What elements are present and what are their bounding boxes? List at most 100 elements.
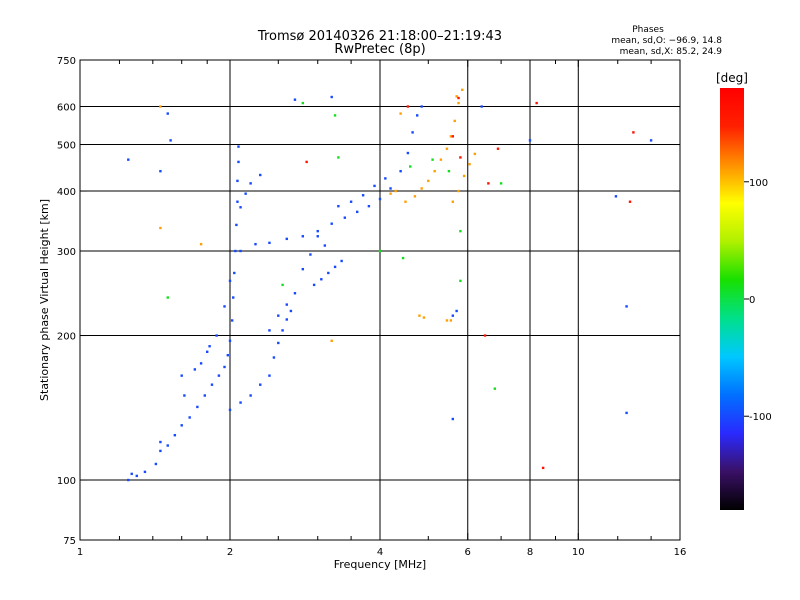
data-point xyxy=(285,318,288,321)
x-tick-label: 8 xyxy=(527,547,533,558)
data-point xyxy=(330,222,333,225)
data-point xyxy=(277,314,280,317)
plot-area xyxy=(79,59,681,541)
colorbar-ticks: -100 0 100 xyxy=(744,178,772,423)
chart-title-line1: Tromsø 20140326 21:18:00–21:19:43 xyxy=(257,29,502,44)
data-point xyxy=(473,152,477,156)
data-point xyxy=(625,305,628,308)
data-point xyxy=(166,296,169,299)
y-tick-label: 400 xyxy=(57,187,76,198)
data-point xyxy=(215,334,218,337)
data-point xyxy=(188,416,191,419)
data-point xyxy=(455,309,458,313)
data-point xyxy=(422,316,426,319)
data-point xyxy=(361,194,365,197)
x-tick-label: 2 xyxy=(227,547,233,558)
data-point xyxy=(541,466,545,470)
data-point xyxy=(399,112,402,115)
data-point xyxy=(159,449,162,453)
data-point xyxy=(459,156,462,159)
data-point xyxy=(312,283,316,287)
data-point xyxy=(451,314,455,317)
data-point xyxy=(401,256,405,260)
colorbar-tick-label: -100 xyxy=(749,412,772,423)
data-points xyxy=(127,88,653,482)
data-point xyxy=(228,408,232,412)
data-point xyxy=(203,394,206,397)
data-point xyxy=(180,424,183,427)
data-point xyxy=(406,105,410,108)
data-point xyxy=(233,271,236,275)
data-point xyxy=(343,216,347,219)
y-tick-label: 750 xyxy=(57,56,76,67)
data-point xyxy=(649,139,653,142)
data-point xyxy=(217,374,221,377)
data-point xyxy=(143,470,147,474)
data-point xyxy=(239,249,242,253)
data-point xyxy=(459,229,462,233)
data-point xyxy=(427,179,430,183)
data-point xyxy=(237,145,240,148)
data-point xyxy=(130,472,133,476)
data-point xyxy=(249,182,252,185)
data-point xyxy=(373,184,376,188)
data-point xyxy=(309,253,312,256)
data-point xyxy=(394,189,397,193)
data-point xyxy=(236,200,239,203)
data-point xyxy=(483,334,487,337)
data-point xyxy=(499,182,503,185)
data-point xyxy=(166,112,169,115)
data-point xyxy=(439,158,443,161)
data-point xyxy=(159,169,162,173)
data-point xyxy=(355,210,359,214)
data-point xyxy=(451,135,455,138)
data-point xyxy=(166,444,169,447)
data-point xyxy=(244,192,247,195)
data-point xyxy=(337,204,340,208)
data-point xyxy=(433,169,436,173)
data-point xyxy=(205,350,209,353)
axis-ticks xyxy=(79,59,681,541)
chart-title-line2: RwPretec (8p) xyxy=(334,42,425,57)
y-tick-label: 75 xyxy=(63,536,76,547)
data-point xyxy=(535,101,538,105)
data-point xyxy=(462,174,466,178)
y-tick-label: 300 xyxy=(57,247,76,258)
y-tick-label: 200 xyxy=(57,332,76,343)
data-point xyxy=(228,339,232,343)
phase-colorbar: [deg] -100 0 100 xyxy=(716,71,772,510)
data-point xyxy=(301,267,305,271)
data-point xyxy=(230,319,234,322)
data-point xyxy=(180,374,183,377)
data-point xyxy=(480,105,483,108)
data-point xyxy=(389,192,392,195)
data-point xyxy=(127,158,130,161)
data-point xyxy=(415,114,419,117)
data-point xyxy=(236,179,239,183)
data-point xyxy=(135,474,138,478)
data-point xyxy=(418,314,421,317)
colorbar-gradient xyxy=(720,88,744,510)
data-point xyxy=(457,101,460,105)
data-point xyxy=(487,182,490,185)
data-point xyxy=(173,433,177,437)
data-point xyxy=(239,401,242,404)
data-point xyxy=(445,147,449,150)
y-axis-tick-labels: 75 100 200 300 400 500 600 750 xyxy=(57,56,76,547)
data-point xyxy=(404,200,407,203)
data-point xyxy=(384,177,387,180)
x-tick-label: 16 xyxy=(674,547,687,558)
data-point xyxy=(159,105,162,108)
data-point xyxy=(451,417,455,421)
data-point xyxy=(289,309,293,313)
data-point xyxy=(316,235,319,238)
data-point xyxy=(340,259,343,263)
data-point xyxy=(234,249,237,253)
data-point xyxy=(330,339,333,343)
data-point xyxy=(208,345,211,348)
data-point xyxy=(159,440,162,444)
data-point xyxy=(378,197,382,201)
data-point xyxy=(453,119,456,123)
data-point xyxy=(272,356,276,359)
data-point xyxy=(237,160,240,164)
